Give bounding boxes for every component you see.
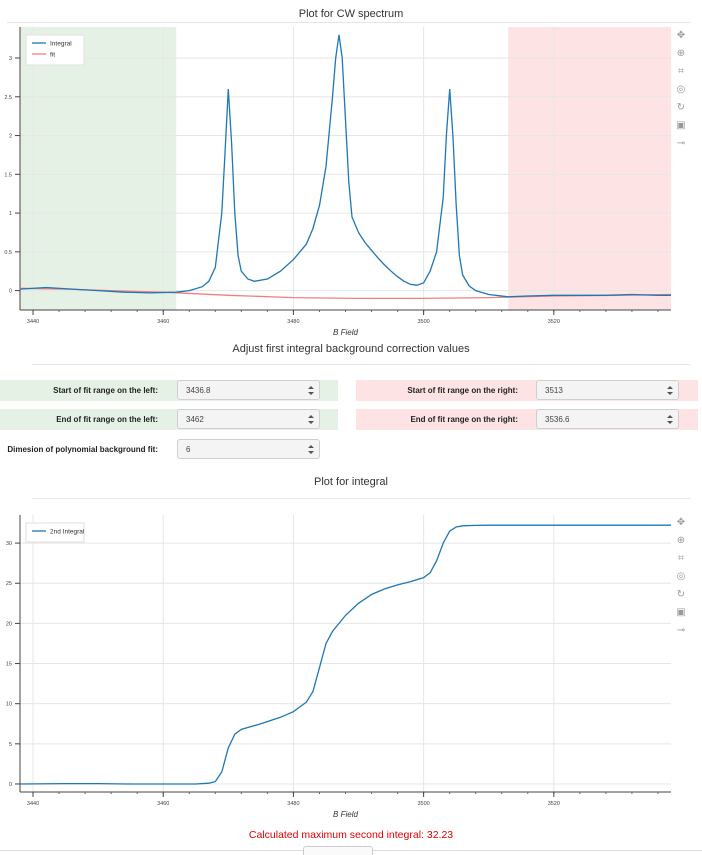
end-left-label: End of fit range on the left: <box>56 415 158 424</box>
plot1-top-rule <box>7 22 690 23</box>
integral-plot[interactable]: 3440 3460 3480 3500 3520 0 5 10 15 20 25 30 B Field 2… <box>0 510 690 826</box>
save-icon[interactable]: ▣ <box>676 120 686 131</box>
x-tick-label: 3460 <box>157 319 169 325</box>
integral-svg[interactable]: 3440 3460 3480 3500 3520 0 5 10 15 20 25 30 B Field 2… <box>0 510 690 826</box>
plot2-top-rule <box>32 498 690 499</box>
y-tick-label: 15 <box>6 662 12 668</box>
y-tick-label: 1.5 <box>4 172 12 178</box>
y-tick-label: 0.5 <box>4 250 12 256</box>
start-left-input[interactable]: 3436.8 <box>177 380 320 400</box>
y-tick-label: 25 <box>6 581 12 587</box>
series-line-2nd-integral[interactable] <box>20 524 671 785</box>
cw-spectrum-plot[interactable]: 3440 3460 3480 3500 3520 0 0.5 1 1.5 2 2.5 3 B Field… <box>0 22 690 340</box>
fit-range-region <box>508 27 671 310</box>
cw-spectrum-svg[interactable]: 3440 3460 3480 3500 3520 0 0.5 1 1.5 2 2.5 3 B Field… <box>0 22 690 340</box>
x-tick-label: 3480 <box>287 801 299 807</box>
plot-area[interactable] <box>20 515 671 792</box>
y-tick-label: 2.5 <box>4 95 12 101</box>
legend-label: 2nd Integral <box>50 529 85 536</box>
save-icon[interactable]: ▣ <box>676 607 686 618</box>
legend-box <box>25 522 85 543</box>
controls-rule <box>32 364 690 365</box>
series-line-integral[interactable] <box>20 34 671 298</box>
controls-title: Adjust first integral background correct… <box>232 343 470 355</box>
spinner-arrows-icon[interactable] <box>666 384 674 397</box>
y-tick-label: 3 <box>9 56 12 62</box>
y-tick-label: 0 <box>9 289 12 295</box>
poly-dimension-value: 6 <box>186 445 191 454</box>
start-right-input[interactable]: 3513 <box>536 380 679 400</box>
end-right-value: 3536.6 <box>545 415 570 424</box>
y-tick-label: 10 <box>6 702 12 708</box>
x-axis-label: B Field <box>333 328 358 337</box>
end-right-input[interactable]: 3536.6 <box>536 409 679 429</box>
y-tick-label: 1 <box>9 211 12 217</box>
box-zoom-icon[interactable]: ⊕ <box>676 48 686 59</box>
legend: Integral fit <box>25 34 85 66</box>
y-tick-label: 5 <box>9 742 12 748</box>
x-tick-label: 3500 <box>417 319 429 325</box>
end-left-value: 3462 <box>186 415 204 424</box>
spinner-arrows-icon[interactable] <box>307 443 315 456</box>
end-right-label: End of fit range on the right: <box>410 415 518 424</box>
y-tick-label: 30 <box>6 541 12 547</box>
x-tick-label: 3440 <box>27 319 39 325</box>
end-left-input[interactable]: 3462 <box>177 409 320 429</box>
reset-icon[interactable]: ↻ <box>676 102 686 113</box>
x-tick-label: 3520 <box>548 801 560 807</box>
x-tick-label: 3520 <box>548 319 560 325</box>
start-right-label: Start of fit range on the right: <box>407 386 518 395</box>
max-integral-result: Calculated maximum second integral: 32.2… <box>248 829 454 841</box>
y-tick-label: 0 <box>9 782 12 788</box>
poly-dimension-input[interactable]: 6 <box>177 439 320 459</box>
start-left-value: 3436.8 <box>186 386 211 395</box>
box-select-icon[interactable]: ⌗ <box>678 553 684 564</box>
wheel-zoom-icon[interactable]: ◎ <box>676 84 686 95</box>
x-tick-label: 3460 <box>157 801 169 807</box>
pan-icon[interactable]: ✥ <box>676 30 686 41</box>
cw-plot-title: Plot for CW spectrum <box>298 8 404 20</box>
box-select-icon[interactable]: ⌗ <box>678 66 684 77</box>
legend-box <box>25 34 85 66</box>
start-left-label: Start of fit range on the left: <box>53 386 158 395</box>
pan-icon[interactable]: ✥ <box>676 517 686 528</box>
bottom-button[interactable] <box>303 846 373 855</box>
spinner-arrows-icon[interactable] <box>307 413 315 426</box>
reset-icon[interactable]: ↻ <box>676 589 686 600</box>
hover-icon[interactable]: ⊸ <box>676 138 686 149</box>
wheel-zoom-icon[interactable]: ◎ <box>676 571 686 582</box>
spinner-arrows-icon[interactable] <box>666 413 674 426</box>
box-zoom-icon[interactable]: ⊕ <box>676 535 686 546</box>
y-tick-label: 20 <box>6 621 12 627</box>
legend-label: Integral <box>50 41 72 48</box>
legend: 2nd Integral <box>25 522 85 543</box>
legend-label: fit <box>50 52 55 59</box>
fit-range-region <box>20 27 177 310</box>
poly-label: Dimesion of polynomial background fit: <box>7 445 158 454</box>
y-tick-label: 2 <box>9 134 12 140</box>
x-axis-label: B Field <box>333 810 358 819</box>
x-tick-label: 3480 <box>287 319 299 325</box>
x-tick-label: 3440 <box>27 801 39 807</box>
x-tick-label: 3500 <box>417 801 429 807</box>
hover-icon[interactable]: ⊸ <box>676 625 686 636</box>
spinner-arrows-icon[interactable] <box>307 384 315 397</box>
integral-plot-title: Plot for integral <box>314 476 388 488</box>
start-right-value: 3513 <box>545 386 563 395</box>
